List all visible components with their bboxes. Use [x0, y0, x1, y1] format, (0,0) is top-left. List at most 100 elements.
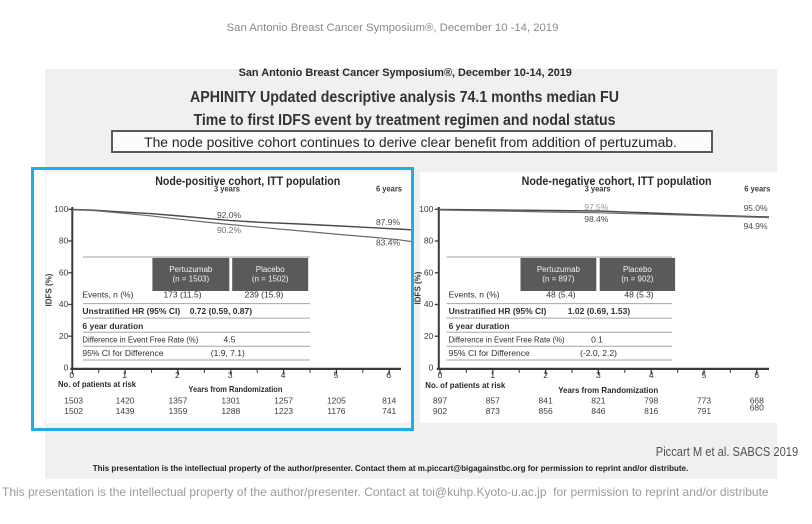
svg-text:1: 1 — [490, 370, 495, 380]
svg-text:97.5%: 97.5% — [584, 202, 609, 212]
svg-text:40: 40 — [59, 299, 69, 309]
svg-text:90.2%: 90.2% — [217, 225, 242, 235]
svg-text:Pertuzumab: Pertuzumab — [169, 265, 213, 274]
svg-text:60: 60 — [59, 268, 69, 278]
svg-text:680: 680 — [750, 403, 764, 413]
svg-text:814: 814 — [382, 396, 396, 406]
svg-text:(1.9, 7.1): (1.9, 7.1) — [211, 348, 245, 358]
svg-text:668: 668 — [750, 396, 764, 406]
svg-text:IDFS (%): IDFS (%) — [414, 271, 423, 304]
svg-text:95% CI for Difference: 95% CI for Difference — [82, 348, 163, 358]
svg-text:80: 80 — [59, 236, 69, 246]
svg-text:95% CI for Difference: 95% CI for Difference — [449, 348, 530, 358]
svg-text:IDFS (%): IDFS (%) — [45, 273, 54, 306]
svg-text:Unstratified HR (95% CI): Unstratified HR (95% CI) — [82, 306, 180, 316]
svg-text:48 (5.4): 48 (5.4) — [546, 290, 575, 300]
svg-text:1439: 1439 — [116, 406, 135, 416]
svg-text:841: 841 — [539, 396, 553, 406]
svg-text:94.9%: 94.9% — [743, 221, 768, 231]
svg-text:(n = 902): (n = 902) — [621, 275, 654, 284]
svg-text:3: 3 — [596, 370, 601, 380]
svg-text:6: 6 — [386, 370, 391, 380]
svg-text:846: 846 — [591, 406, 605, 416]
svg-text:2: 2 — [543, 370, 548, 380]
svg-text:Events, n (%): Events, n (%) — [82, 290, 133, 300]
svg-text:0.72 (0.59, 0.87): 0.72 (0.59, 0.87) — [190, 306, 253, 316]
svg-text:821: 821 — [591, 396, 605, 406]
svg-text:741: 741 — [382, 406, 396, 416]
svg-text:6 year duration: 6 year duration — [82, 321, 143, 331]
svg-text:856: 856 — [539, 406, 553, 416]
svg-text:No. of patients at risk: No. of patients at risk — [58, 379, 136, 389]
svg-text:6: 6 — [754, 370, 759, 380]
svg-text:902: 902 — [433, 406, 447, 416]
svg-text:798: 798 — [644, 396, 658, 406]
svg-text:873: 873 — [486, 406, 500, 416]
svg-text:1288: 1288 — [221, 406, 240, 416]
svg-text:100: 100 — [54, 204, 68, 214]
svg-text:1176: 1176 — [327, 406, 346, 416]
svg-text:48 (5.3): 48 (5.3) — [624, 290, 653, 300]
svg-text:98.4%: 98.4% — [584, 214, 609, 224]
svg-text:773: 773 — [697, 396, 711, 406]
svg-text:20: 20 — [59, 331, 69, 341]
svg-text:1301: 1301 — [221, 396, 240, 406]
svg-text:1503: 1503 — [64, 396, 83, 406]
svg-text:1.02 (0.69, 1.53): 1.02 (0.69, 1.53) — [568, 306, 631, 316]
svg-text:3: 3 — [228, 370, 233, 380]
svg-text:40: 40 — [424, 299, 434, 309]
svg-text:Placebo: Placebo — [623, 265, 652, 274]
svg-text:1357: 1357 — [168, 396, 187, 406]
svg-text:Unstratified HR (95% CI): Unstratified HR (95% CI) — [449, 306, 547, 316]
svg-text:1257: 1257 — [274, 396, 293, 406]
svg-text:Placebo: Placebo — [256, 265, 285, 274]
svg-text:(-2.0, 2.2): (-2.0, 2.2) — [580, 348, 617, 358]
svg-text:0: 0 — [438, 370, 443, 380]
svg-text:0: 0 — [429, 363, 434, 373]
svg-text:1223: 1223 — [274, 406, 293, 416]
svg-text:20: 20 — [424, 331, 434, 341]
svg-text:6 years: 6 years — [376, 185, 403, 194]
svg-text:3 years: 3 years — [214, 185, 241, 194]
svg-text:1359: 1359 — [168, 406, 187, 416]
svg-text:0.1: 0.1 — [591, 335, 603, 345]
svg-text:5: 5 — [334, 370, 339, 380]
svg-text:Node-positive cohort, ITT popu: Node-positive cohort, ITT population — [155, 174, 340, 188]
svg-text:80: 80 — [424, 236, 434, 246]
svg-text:1205: 1205 — [327, 396, 346, 406]
svg-text:3 years: 3 years — [585, 185, 612, 194]
svg-text:897: 897 — [433, 396, 447, 406]
svg-text:816: 816 — [644, 406, 658, 416]
svg-text:6 year duration: 6 year duration — [449, 321, 510, 331]
svg-text:2: 2 — [175, 370, 180, 380]
svg-text:Node-negative cohort, ITT popu: Node-negative cohort, ITT population — [522, 174, 712, 188]
svg-text:0: 0 — [64, 363, 69, 373]
svg-text:Years from Randomization: Years from Randomization — [558, 385, 658, 395]
svg-text:4: 4 — [281, 370, 286, 380]
svg-text:100: 100 — [419, 204, 433, 214]
svg-text:Events, n (%): Events, n (%) — [449, 290, 500, 300]
svg-text:5: 5 — [702, 370, 707, 380]
svg-text:173 (11.5): 173 (11.5) — [163, 290, 201, 300]
svg-text:857: 857 — [486, 396, 500, 406]
svg-text:791: 791 — [697, 406, 711, 416]
svg-text:83.4%: 83.4% — [376, 238, 401, 248]
svg-text:Difference in Event Free Rate: Difference in Event Free Rate (%) — [449, 335, 565, 345]
svg-text:4: 4 — [649, 370, 654, 380]
svg-text:6 years: 6 years — [744, 185, 771, 194]
svg-text:No. of patients at risk: No. of patients at risk — [425, 380, 505, 390]
svg-text:60: 60 — [424, 268, 434, 278]
svg-text:95.0%: 95.0% — [743, 203, 768, 213]
svg-text:1502: 1502 — [64, 406, 83, 416]
svg-text:Years from Randomization: Years from Randomization — [188, 384, 282, 394]
svg-text:Pertuzumab: Pertuzumab — [537, 265, 581, 274]
svg-text:(n = 1503): (n = 1503) — [172, 275, 209, 284]
svg-text:0: 0 — [69, 370, 74, 380]
svg-text:(n = 897): (n = 897) — [542, 275, 575, 284]
svg-text:(n = 1502): (n = 1502) — [252, 275, 289, 284]
svg-text:1: 1 — [122, 370, 127, 380]
svg-text:Difference in Event Free Rate: Difference in Event Free Rate (%) — [82, 335, 198, 345]
svg-text:92.0%: 92.0% — [217, 210, 242, 220]
svg-text:1420: 1420 — [116, 396, 135, 406]
svg-text:4.5: 4.5 — [223, 335, 235, 345]
